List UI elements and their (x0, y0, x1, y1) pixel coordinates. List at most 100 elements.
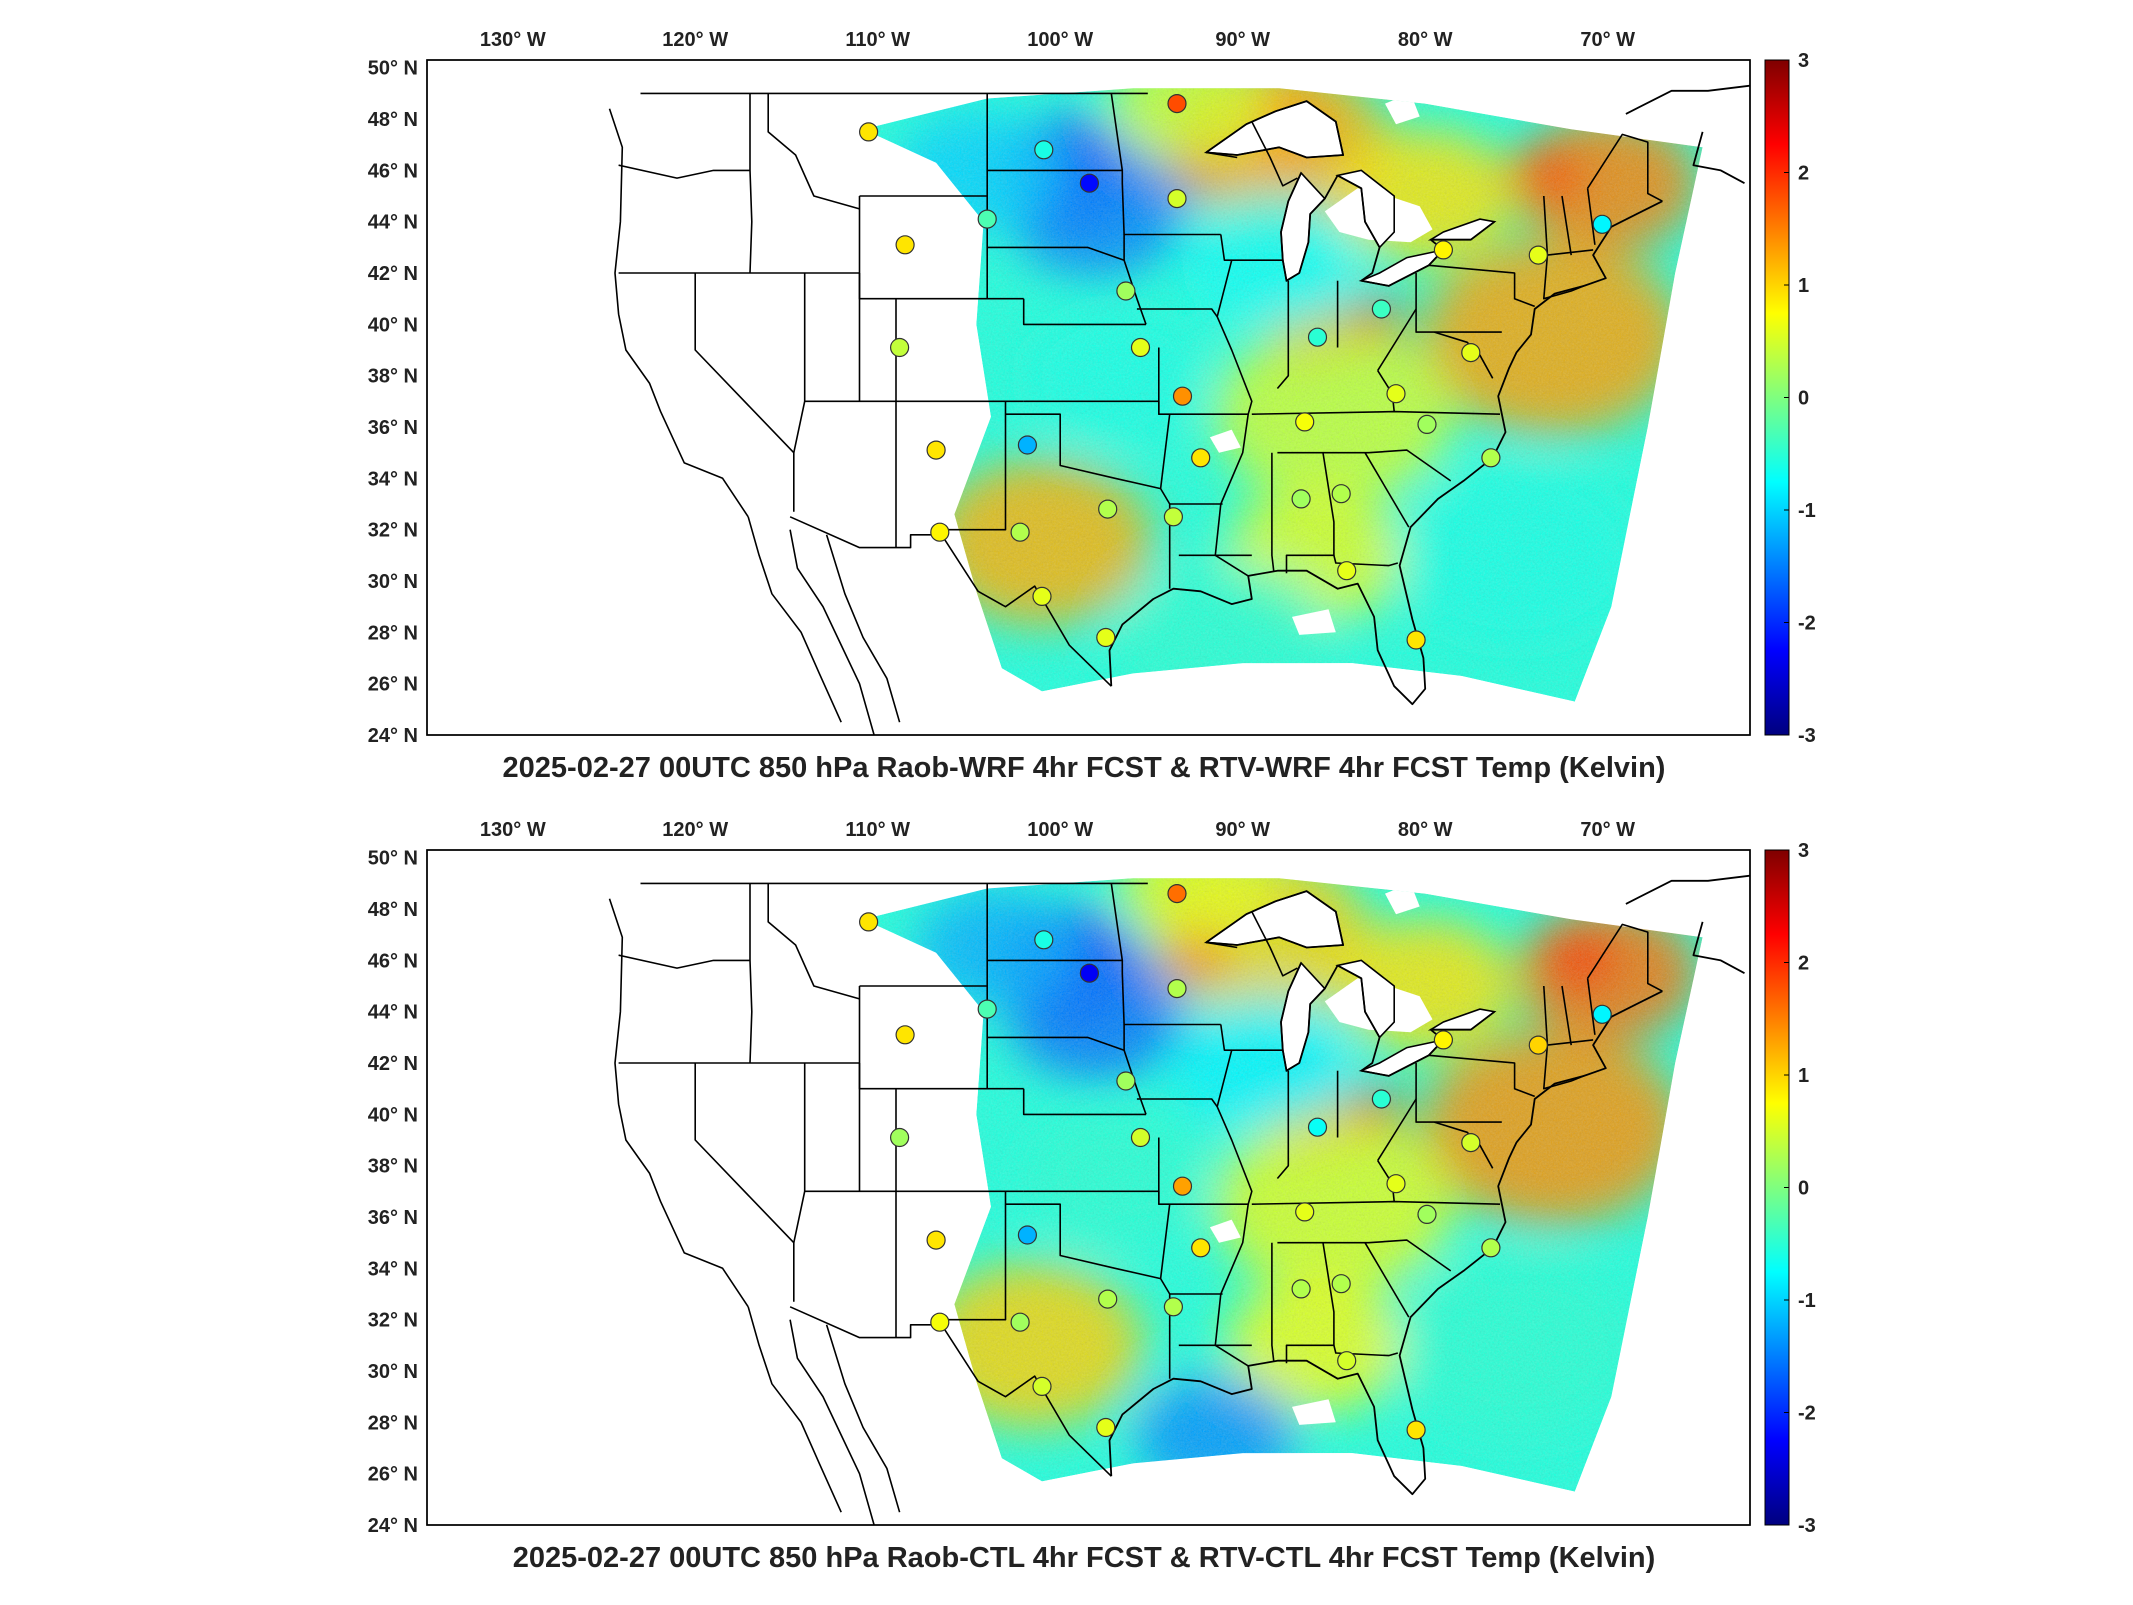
colorbar-tick-label: 0 (1798, 1178, 1809, 1200)
boundary-line (1110, 93, 1125, 235)
colorbar-ticks: 3 2 1 0 -1 -2 -3 (1784, 840, 1816, 1537)
lat-tick-label: 46° N (368, 950, 418, 972)
field-texture (863, 88, 1703, 702)
lat-tick-label: 50° N (368, 848, 418, 870)
lat-tick-label: 36° N (368, 1207, 418, 1229)
coastline (747, 516, 842, 723)
station-marker (1386, 384, 1406, 404)
boundary-line (1022, 1088, 1146, 1116)
coastline (825, 534, 901, 723)
lat-tick-label: 42° N (368, 1053, 418, 1075)
coastline (747, 1306, 842, 1513)
boundary-line (1364, 452, 1410, 528)
boundary-line (608, 898, 749, 1308)
boundary-line (1377, 1098, 1417, 1162)
coastline (1625, 874, 1750, 905)
coastline (1625, 84, 1750, 115)
lat-tick-label: 48° N (368, 109, 418, 131)
lon-tick-label: 100° W (1027, 29, 1093, 51)
colorbar-tick-label: 0 (1798, 388, 1809, 410)
lon-tick-label: 110° W (845, 29, 910, 51)
coastline (825, 1324, 901, 1513)
station-marker (858, 122, 879, 142)
boundary-line (1333, 1345, 1399, 1357)
map-panel-bottom: 130° W 120° W 110° W 100° W 90° W 80° W 70° W … (368, 819, 1816, 1574)
station-marker (1098, 1289, 1118, 1309)
boundary-line (1276, 1070, 1290, 1180)
station-marker (1010, 522, 1030, 542)
missing-data (1209, 429, 1241, 453)
lon-tick-label: 90° W (1215, 29, 1270, 51)
station-marker (1191, 1238, 1211, 1258)
station-marker (1461, 343, 1481, 363)
station-marker (977, 209, 997, 229)
station-marker (926, 1230, 946, 1250)
boundary-line (1586, 188, 1596, 245)
station-marker (1017, 1225, 1038, 1245)
missing-data (1292, 609, 1336, 635)
boundary-line (694, 273, 795, 512)
state-boundaries (608, 874, 1750, 1525)
station-marker (1098, 499, 1118, 519)
lat-tick-label: 28° N (368, 1412, 418, 1434)
station-marker (1433, 1030, 1454, 1050)
coastline (789, 1319, 875, 1525)
field-texture (863, 878, 1703, 1492)
boundary-line (767, 93, 860, 210)
boundary-line (1586, 923, 1663, 992)
lat-tick-label: 30° N (368, 571, 418, 593)
station-marker (1167, 978, 1187, 999)
colorbar: 3 2 1 0 -1 -2 -3 (1764, 840, 1816, 1537)
lat-tick-label: 44° N (368, 1002, 418, 1024)
coastline (789, 529, 875, 735)
missing-data (1209, 1219, 1241, 1243)
station-marker (1167, 883, 1187, 904)
station-marker (1291, 489, 1311, 509)
station-marker (1079, 173, 1100, 193)
colorbar-tick-label: -3 (1798, 1515, 1816, 1537)
lon-tick-label: 120° W (662, 819, 728, 841)
coastline (1280, 962, 1339, 1072)
colorbar-tick-label: 1 (1798, 275, 1809, 297)
boundary-line (1271, 452, 1275, 571)
station-marker (1163, 507, 1184, 527)
station-marker (930, 522, 950, 542)
station-marker (1130, 337, 1151, 358)
station-marker (858, 912, 879, 932)
boundary-line (1110, 883, 1125, 1025)
lon-tick-label: 80° W (1398, 819, 1453, 841)
lat-tick-label: 32° N (368, 1310, 418, 1332)
latitude-labels: 50° N 48° N 46° N 44° N 42° N 40° N 38° N 36° N… (368, 848, 418, 1537)
station-marker (1371, 1089, 1392, 1109)
boundary-line (1136, 308, 1218, 318)
station-marker (977, 999, 997, 1019)
lon-tick-label: 70° W (1580, 29, 1635, 51)
boundary-line (1214, 1024, 1253, 1367)
boundary-line (1377, 308, 1417, 372)
station-marker (1592, 214, 1612, 234)
boundary-line (1561, 195, 1572, 256)
lon-tick-label: 70° W (1580, 819, 1635, 841)
coastline (1108, 200, 1663, 706)
colorbar-tick-label: -1 (1798, 1290, 1816, 1312)
station-marker (895, 1025, 915, 1045)
lat-tick-label: 44° N (368, 212, 418, 234)
boundary-line (940, 534, 1112, 687)
boundary-line (1561, 985, 1572, 1046)
station-marker (1371, 299, 1392, 319)
station-marker (1034, 140, 1054, 160)
lat-tick-label: 32° N (368, 520, 418, 542)
panel-title: 2025-02-27 00UTC 850 hPa Raob-WRF 4hr FC… (503, 752, 1666, 784)
station-marker (1172, 386, 1193, 406)
boundary-line (1136, 1098, 1218, 1108)
coastline (1337, 174, 1496, 287)
boundary-line (1415, 1063, 1502, 1123)
lat-tick-label: 40° N (368, 1104, 418, 1126)
lon-tick-label: 110° W (845, 819, 910, 841)
station-marker (930, 1312, 950, 1332)
station-marker (1461, 1132, 1481, 1153)
lat-tick-label: 42° N (368, 263, 418, 285)
boundary-line (1586, 978, 1596, 1035)
station-marker (889, 1127, 910, 1148)
